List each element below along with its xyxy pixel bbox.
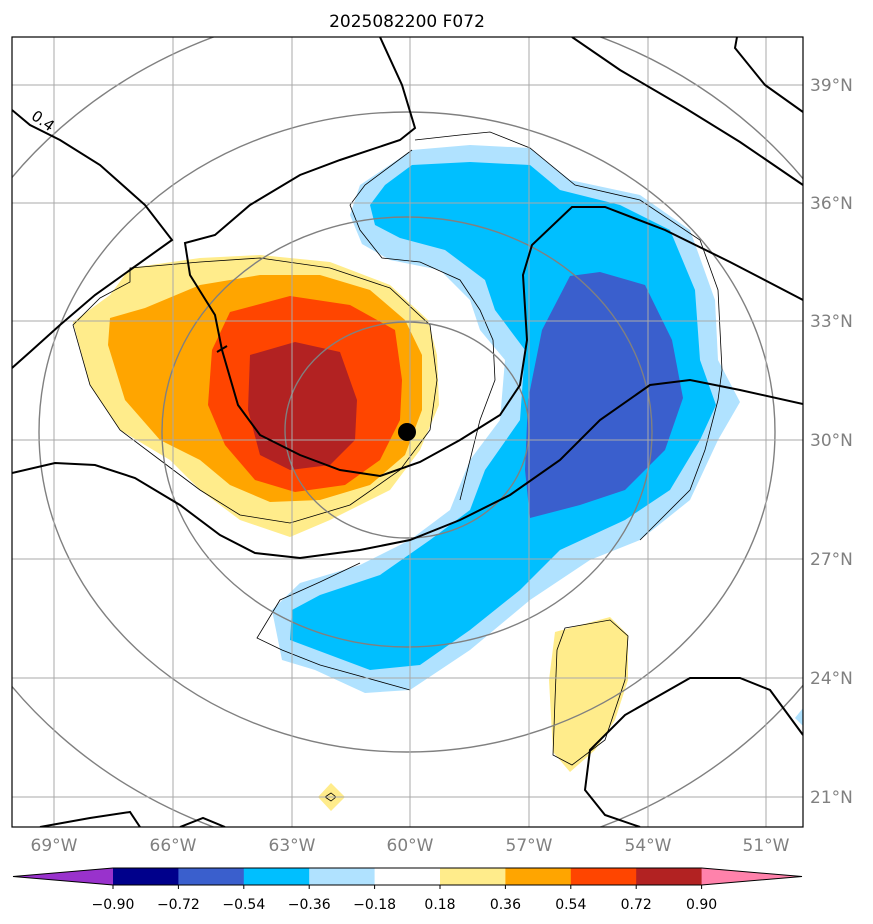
colorbar-segment (440, 868, 506, 885)
lon-label: 60°W (387, 836, 434, 856)
colorbar-segment (243, 868, 310, 885)
colorbar-tick-label: 0.54 (555, 897, 586, 913)
thick-contours (12, 37, 803, 827)
lon-label: 63°W (269, 836, 316, 856)
map-title: 2025082200 F072 (329, 12, 485, 32)
colorbar-segment (570, 868, 637, 885)
pos-anomaly-south-region (549, 617, 628, 772)
colorbar-tick-label: −0.72 (157, 897, 200, 913)
colorbar-tick-label: 0.36 (490, 897, 521, 913)
lon-label: 51°W (743, 836, 790, 856)
colorbar-tick-label: 0.90 (686, 897, 717, 913)
colorbar-segment (374, 868, 441, 885)
colorbar-tick-label: −0.54 (222, 897, 265, 913)
colorbar-tick-label: −0.36 (288, 897, 331, 913)
latitude-labels: 39°N 36°N 33°N 30°N 27°N 24°N 21°N (810, 76, 853, 808)
colorbar-extension-min (13, 868, 113, 885)
lon-label: 66°W (150, 836, 197, 856)
colorbar-segment (178, 868, 245, 885)
lon-label: 69°W (31, 836, 78, 856)
thin-contours (72, 131, 723, 802)
lon-label: 57°W (506, 836, 553, 856)
colorbar-tick-label: 0.18 (424, 897, 455, 913)
colorbar-extension-max (701, 868, 802, 885)
range-rings (12, 37, 803, 827)
lat-label: 24°N (810, 669, 853, 689)
lat-label: 39°N (810, 76, 853, 96)
colorbar-tick-label: −0.18 (353, 897, 396, 913)
pos-anomaly-max-region (248, 342, 357, 470)
lat-label: 30°N (810, 431, 853, 451)
map-frame (11, 36, 804, 828)
colorbar-segment (113, 868, 179, 885)
lon-label: 54°W (625, 836, 672, 856)
colorbar-segment (309, 868, 376, 885)
colorbar-tick-label: 0.72 (621, 897, 652, 913)
colorbar-segment (505, 868, 572, 885)
lat-label: 21°N (810, 788, 853, 808)
colorbar-ticks: −0.90 −0.72 −0.54 −0.36 −0.18 0.18 0.36 0.54 0.7… (92, 885, 717, 913)
lat-label: 27°N (810, 550, 853, 570)
lat-label: 36°N (810, 194, 853, 214)
colorbar (12, 867, 803, 886)
map-area: 0.4 (12, 37, 803, 827)
colorbar-segment (636, 868, 703, 885)
colorbar-tick-label: −0.90 (92, 897, 135, 913)
storm-center-marker (398, 423, 416, 441)
longitude-labels: 69°W 66°W 63°W 60°W 57°W 54°W 51°W (31, 836, 790, 856)
lat-label: 33°N (810, 312, 853, 332)
